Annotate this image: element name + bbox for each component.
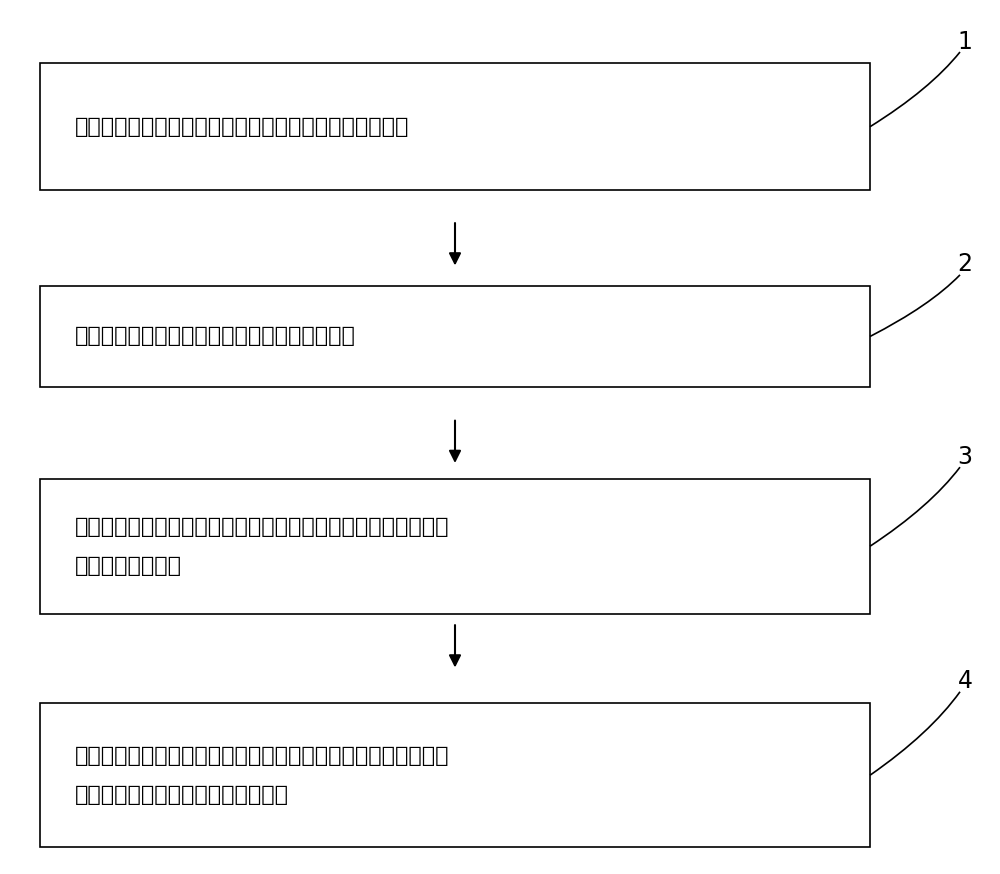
Text: 作表面处理，即制得挠性油墨线路板: 作表面处理，即制得挠性油墨线路板 <box>75 785 289 805</box>
Bar <box>40 479 870 614</box>
Text: 将开窗后的载体油墨以其油墨层面向线路基板，对位贴合在线路: 将开窗后的载体油墨以其油墨层面向线路基板，对位贴合在线路 <box>75 517 450 537</box>
Text: 根据线路基板的线路图形，对载体油墨进行开窗: 根据线路基板的线路图形，对载体油墨进行开窗 <box>75 327 356 346</box>
Bar <box>40 703 870 848</box>
Text: 3: 3 <box>958 445 972 468</box>
Text: 基板上并进行压合: 基板上并进行压合 <box>75 556 182 576</box>
Bar <box>40 287 870 386</box>
Text: 1: 1 <box>958 30 972 53</box>
Text: 将载体油墨的载体膜剥离，根据油墨的固化条件进行后固化，并: 将载体油墨的载体膜剥离，根据油墨的固化条件进行后固化，并 <box>75 746 450 766</box>
Text: 2: 2 <box>958 253 972 276</box>
Bar <box>40 64 870 191</box>
Text: 4: 4 <box>958 669 972 693</box>
Text: 提供载体油墨，载体油墨包括载体膜及设于其上的油墨层: 提供载体油墨，载体油墨包括载体膜及设于其上的油墨层 <box>75 117 409 136</box>
